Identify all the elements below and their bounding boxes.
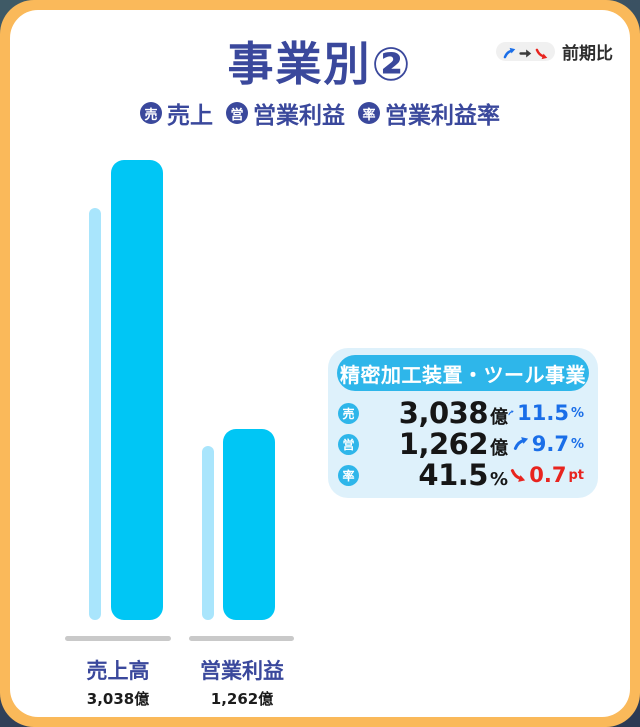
operating-profit-badge-icon: 営 [226, 102, 248, 124]
metric-row-operating-profit: 営 1,262 億 9.7% [338, 427, 584, 461]
legend-label: 売上 [167, 103, 213, 129]
sales-badge-icon: 売 [140, 102, 162, 124]
segment-title: 精密加工装置・ツール事業 [337, 355, 589, 391]
metric-value: 1,262 億 [398, 427, 508, 461]
previous-period-sales-bar [89, 208, 101, 620]
metric-change: 9.7% [508, 432, 584, 456]
category-label-sales: 売上高 3,038億 [57, 655, 179, 709]
period-note-label: 前期比 [562, 44, 613, 64]
bar-baseline [65, 636, 171, 641]
legend-label: 営業利益率 [385, 103, 500, 129]
legend-item-sales: 売 売上 [140, 96, 213, 130]
operating-profit-badge-icon: 営 [338, 433, 359, 455]
metric-legend: 売 売上 営 営業利益 率 営業利益率 [10, 96, 630, 130]
trend-arrows-pill [496, 42, 555, 61]
right-arrow-icon [519, 45, 532, 58]
category-name: 売上高 [86, 659, 150, 683]
sales-badge-icon: 売 [338, 402, 359, 424]
metric-value: 41.5% [418, 458, 508, 492]
profit-margin-badge-icon: 率 [338, 464, 359, 486]
category-label-operating-profit: 営業利益 1,262億 [181, 655, 303, 709]
current-period-sales-bar [111, 160, 163, 620]
down-arrow-icon [510, 467, 526, 483]
metric-change: 11.5% [508, 401, 584, 425]
up-arrow-icon [508, 405, 514, 421]
category-value: 1,262億 [210, 690, 274, 708]
profit-margin-badge-icon: 率 [358, 102, 380, 124]
down-arrow-icon [535, 45, 548, 60]
up-arrow-icon [503, 45, 516, 59]
previous-period-profit-bar [202, 446, 214, 620]
current-period-profit-bar [223, 429, 275, 620]
metric-row-sales: 売 3,038 億 11.5% [338, 396, 584, 430]
segment-metrics: 売 3,038 億 11.5% 営 1,262 億 [328, 391, 598, 492]
segment-info-card: 精密加工装置・ツール事業 売 3,038 億 11.5% 営 [328, 348, 598, 498]
metric-row-profit-margin: 率 41.5% 0.7 pt [338, 458, 584, 492]
category-name: 営業利益 [200, 659, 284, 683]
metric-change: 0.7 pt [508, 463, 584, 487]
bar-baseline [189, 636, 294, 641]
category-value: 3,038億 [86, 690, 150, 708]
legend-label: 営業利益 [253, 103, 345, 129]
page-title: 事業別② [227, 37, 413, 91]
slide-body: 事業別② 前期比 売 売上 営 営業利益 率 [10, 10, 630, 717]
legend-item-profit-margin: 率 営業利益率 [358, 96, 500, 130]
period-comparison-note: 前期比 [496, 39, 613, 64]
metric-value: 3,038 億 [398, 396, 508, 430]
legend-item-operating-profit: 営 営業利益 [226, 96, 345, 130]
up-arrow-icon [513, 436, 529, 452]
